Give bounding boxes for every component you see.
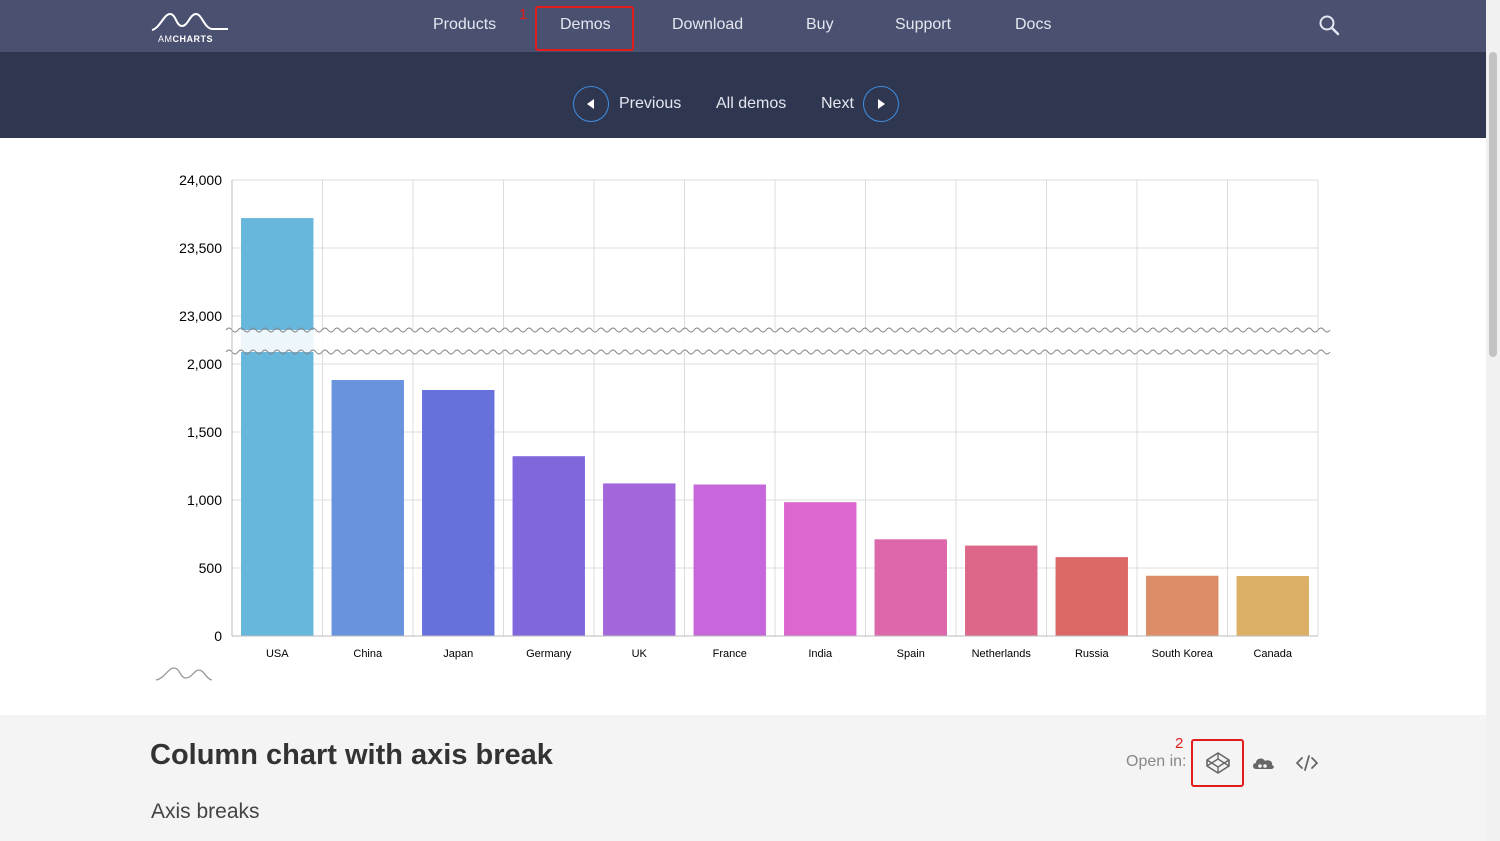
next-link[interactable]: Next [821, 95, 854, 112]
top-navigation: AMCHARTS Products Demos Download Buy Sup… [0, 0, 1486, 52]
triangle-right-icon [878, 99, 885, 109]
bar-france [693, 484, 766, 636]
x-tick-label: South Korea [1152, 648, 1214, 660]
bar-canada [1236, 576, 1309, 636]
x-tick-label: France [713, 648, 747, 660]
y-tick-label: 23,000 [179, 308, 222, 324]
x-tick-label: China [353, 648, 383, 660]
bar-uk [603, 483, 676, 636]
x-tick-label: USA [266, 648, 289, 660]
logo-charts-text: CHARTS [172, 34, 213, 44]
nav-buy[interactable]: Buy [806, 16, 834, 33]
y-tick-label: 24,000 [179, 172, 222, 188]
x-tick-label: Netherlands [972, 648, 1032, 660]
axis-break-lower-line [225, 349, 1331, 355]
bar-spain [874, 539, 947, 636]
demo-subtitle: Axis breaks [151, 800, 260, 823]
demo-info-panel: Column chart with axis break Axis breaks… [0, 715, 1486, 841]
annotation-box-codepen [1191, 739, 1244, 787]
next-button[interactable] [863, 86, 899, 122]
bar-south-korea [1146, 575, 1219, 636]
nav-support[interactable]: Support [895, 16, 952, 33]
nav-download[interactable]: Download [672, 16, 744, 33]
annotation-number-1: 1 [519, 6, 528, 23]
bar-netherlands [965, 545, 1038, 636]
scrollbar-thumb[interactable] [1489, 52, 1497, 357]
annotation-box-demos [535, 6, 634, 51]
open-in-label: Open in: [1126, 753, 1187, 770]
y-tick-label: 23,500 [179, 240, 222, 256]
annotation-number-2: 2 [1175, 735, 1184, 752]
search-icon[interactable] [1318, 14, 1340, 36]
axis-break-band [226, 330, 1331, 352]
previous-link[interactable]: Previous [619, 95, 682, 112]
bar-germany [512, 456, 585, 636]
x-tick-label: Spain [897, 648, 925, 660]
bar-india [784, 502, 857, 636]
amcharts-logo-text: AMCHARTS [158, 34, 213, 44]
chart-canvas: 0 500 1,000 1,500 2,000 23,000 23,500 24,000 USA… [155, 172, 1331, 681]
x-tick-label: UK [632, 648, 648, 660]
triangle-left-icon [587, 99, 594, 109]
code-icon[interactable] [1294, 751, 1320, 775]
bar-china [331, 380, 404, 636]
bar-usa [241, 218, 314, 636]
x-tick-label: India [808, 648, 833, 660]
nav-docs[interactable]: Docs [1015, 16, 1052, 33]
column-chart: 0 500 1,000 1,500 2,000 23,000 23,500 24,000 USA… [0, 138, 1486, 715]
y-tick-label: 0 [214, 628, 222, 644]
codepen-icon[interactable] [1205, 751, 1231, 775]
y-tick-label: 2,000 [187, 356, 222, 372]
x-tick-label: Russia [1075, 648, 1110, 660]
y-tick-label: 1,500 [187, 424, 222, 440]
logo-am-text: AM [158, 34, 173, 44]
amcharts-logo-mark [151, 12, 228, 31]
amcharts-logo[interactable]: AMCHARTS [150, 8, 230, 44]
demo-title: Column chart with axis break [150, 739, 553, 771]
bar-japan [422, 389, 495, 636]
x-tick-label: Japan [443, 648, 473, 660]
amcharts-watermark-icon [155, 667, 213, 681]
x-tick-label: Germany [526, 648, 572, 660]
x-tick-label: Canada [1253, 648, 1292, 660]
y-tick-label: 500 [199, 560, 223, 576]
axis-break-upper-line [225, 327, 1331, 333]
demo-navigation [0, 52, 1486, 138]
all-demos-link[interactable]: All demos [716, 95, 787, 112]
cloud-icon[interactable] [1250, 751, 1276, 775]
previous-button[interactable] [573, 86, 609, 122]
bar-russia [1055, 557, 1128, 636]
nav-products[interactable]: Products [433, 16, 497, 33]
y-tick-label: 1,000 [187, 492, 222, 508]
nav-demos[interactable]: Demos [560, 16, 611, 33]
